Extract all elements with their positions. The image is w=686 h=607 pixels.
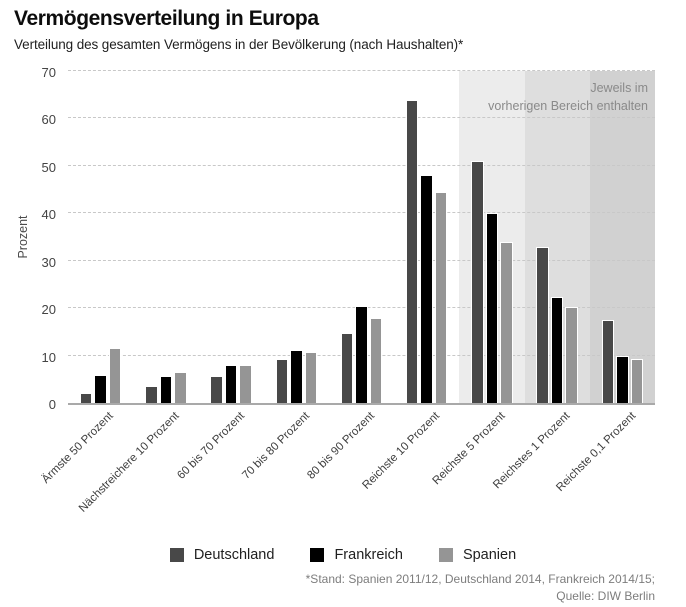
bar-spanien <box>108 348 122 403</box>
gridline <box>68 259 655 261</box>
bar-spanien <box>239 364 252 403</box>
gridline <box>68 70 655 71</box>
bar-group <box>394 73 459 403</box>
gridline <box>68 164 655 166</box>
source-footnote: *Stand: Spanien 2011/12, Deutschland 201… <box>306 571 655 604</box>
bar-spanien <box>434 191 448 403</box>
x-axis-label: Reichste 5 Prozent <box>430 410 508 488</box>
legend-label: Frankreich <box>334 547 403 563</box>
y-tick-label: 50 <box>41 159 56 175</box>
bar-spanien <box>565 307 578 403</box>
bar-frankreich <box>224 365 238 403</box>
x-axis-label: Ärmste 50 Prozent <box>40 410 117 486</box>
legend-item: Spanien <box>438 547 517 563</box>
bar-deutschland <box>536 246 549 403</box>
bar-deutschland <box>601 320 615 403</box>
bar-group <box>459 73 524 403</box>
bar-deutschland <box>79 392 93 403</box>
bar-deutschland <box>210 375 223 403</box>
bar-deutschland <box>471 161 484 403</box>
bar-group <box>68 73 133 403</box>
y-tick-label: 20 <box>41 302 56 318</box>
y-tick-label: 30 <box>41 254 56 270</box>
bar-group <box>264 73 329 403</box>
highlight-band <box>589 71 655 403</box>
page-title: Vermögensverteilung in Europa <box>14 7 319 30</box>
bar-spanien <box>630 358 644 403</box>
bar-deutschland <box>145 386 158 403</box>
legend-item: Frankreich <box>310 547 403 563</box>
bar-deutschland <box>275 358 289 403</box>
gridline <box>68 117 655 119</box>
chart-legend: Deutschland Frankreich Spanien <box>0 547 686 563</box>
x-axis-label: 60 bis 70 Prozent <box>174 410 247 482</box>
y-tick-label: 60 <box>41 112 56 128</box>
legend-swatch <box>310 548 325 562</box>
source-line: Quelle: DIW Berlin <box>556 588 655 603</box>
legend-label: Deutschland <box>193 547 275 563</box>
y-tick-label: 40 <box>41 207 56 223</box>
bar-group <box>590 73 655 403</box>
chart-plot-area: Jeweils im vorherigen Bereich enthalten <box>68 70 655 405</box>
legend-label: Spanien <box>462 547 517 563</box>
page-subtitle: Verteilung des gesamten Vermögens in der… <box>14 37 464 52</box>
chart-annotation: Jeweils im vorherigen Bereich enthalten <box>488 79 648 115</box>
gridline <box>68 212 655 214</box>
bar-frankreich <box>355 305 368 403</box>
bar-group <box>133 73 198 403</box>
bar-spanien <box>304 351 318 403</box>
bar-spanien <box>500 241 513 403</box>
bar-frankreich <box>290 349 303 403</box>
y-tick-label: 70 <box>41 65 56 80</box>
legend-swatch <box>438 548 453 562</box>
bar-deutschland <box>340 332 354 403</box>
bar-frankreich <box>159 375 173 403</box>
bar-frankreich <box>485 213 499 403</box>
annotation-line: vorherigen Bereich enthalten <box>488 99 648 113</box>
bar-frankreich <box>94 374 107 403</box>
bar-group <box>525 73 590 403</box>
bar-frankreich <box>550 297 564 403</box>
bar-group <box>198 73 263 403</box>
bar-frankreich <box>420 175 433 403</box>
bar-spanien <box>174 372 187 403</box>
footnote-line: *Stand: Spanien 2011/12, Deutschland 201… <box>305 572 655 586</box>
bar-deutschland <box>405 100 419 403</box>
annotation-line: Jeweils im <box>590 81 648 95</box>
bar-frankreich <box>616 355 629 403</box>
legend-swatch <box>169 548 184 562</box>
legend-item: Deutschland <box>169 547 275 563</box>
x-axis-label: 80 bis 90 Prozent <box>305 410 377 482</box>
y-tick-label: 10 <box>41 349 56 365</box>
y-tick-label: 0 <box>48 397 56 412</box>
bar-group <box>329 73 394 403</box>
bar-spanien <box>369 317 383 403</box>
x-axis-label: 70 bis 80 Prozent <box>239 410 312 482</box>
